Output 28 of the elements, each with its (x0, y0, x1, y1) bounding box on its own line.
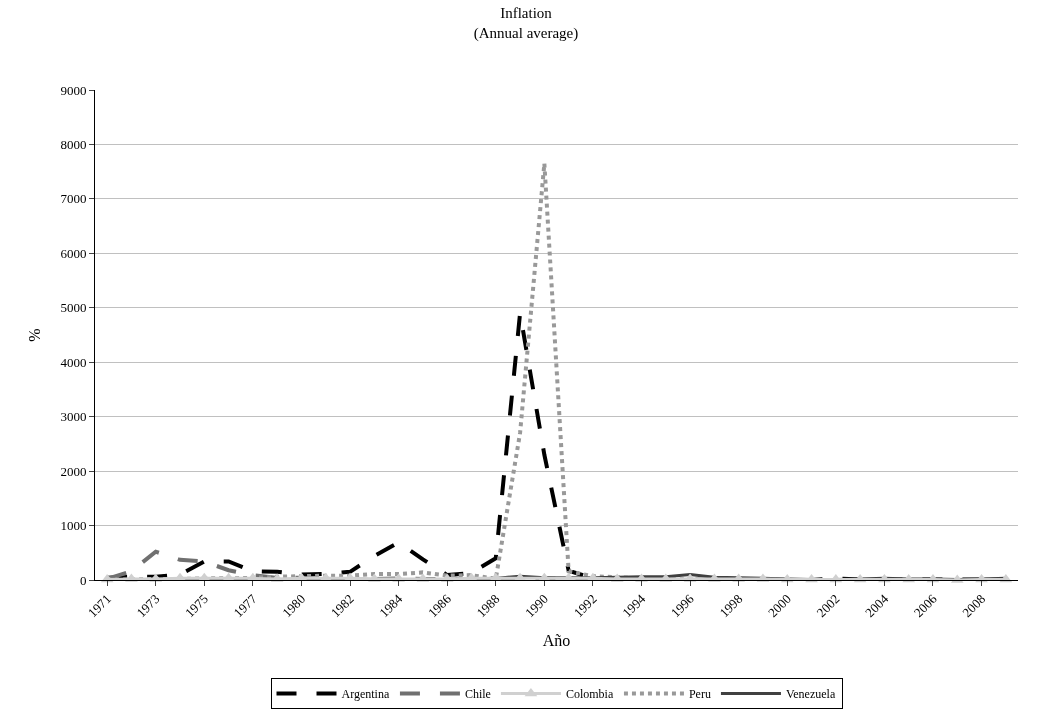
chart-subtitle: (Annual average) (473, 24, 579, 42)
y-tick-label: 9000 (60, 82, 87, 98)
legend-label: Chile (464, 687, 491, 702)
x-tick-label: 1998 (716, 591, 746, 621)
x-tick-label: 1988 (473, 591, 503, 621)
y-tick-label: 4000 (60, 354, 87, 370)
legend-label: Venezuela (785, 687, 836, 702)
x-tick-label: 1971 (84, 591, 114, 621)
x-tick-label: 1992 (570, 591, 600, 621)
x-tick-label: 1990 (522, 591, 552, 621)
x-tick-label: 1980 (279, 591, 309, 621)
y-tick-label: 1000 (60, 518, 87, 534)
y-tick-label: 5000 (60, 300, 87, 316)
x-tick-label: 1973 (133, 591, 163, 621)
legend-label: Argentina (341, 687, 390, 702)
y-tick-label: 0 (79, 572, 87, 588)
y-tick-label: 3000 (60, 409, 87, 425)
x-tick-label: 1982 (327, 591, 357, 621)
chart-title: Inflation (500, 5, 553, 22)
y-tick-label: 7000 (60, 191, 87, 207)
x-tick-label: 1975 (182, 591, 212, 621)
legend-label: Colombia (565, 687, 614, 702)
legend-label: Peru (688, 687, 711, 702)
y-axis-title: % (26, 328, 44, 342)
y-tick-label: 8000 (60, 136, 87, 152)
y-tick-label: 2000 (60, 463, 87, 479)
y-tick-label: 6000 (60, 245, 87, 261)
x-axis-title: Año (542, 631, 571, 649)
